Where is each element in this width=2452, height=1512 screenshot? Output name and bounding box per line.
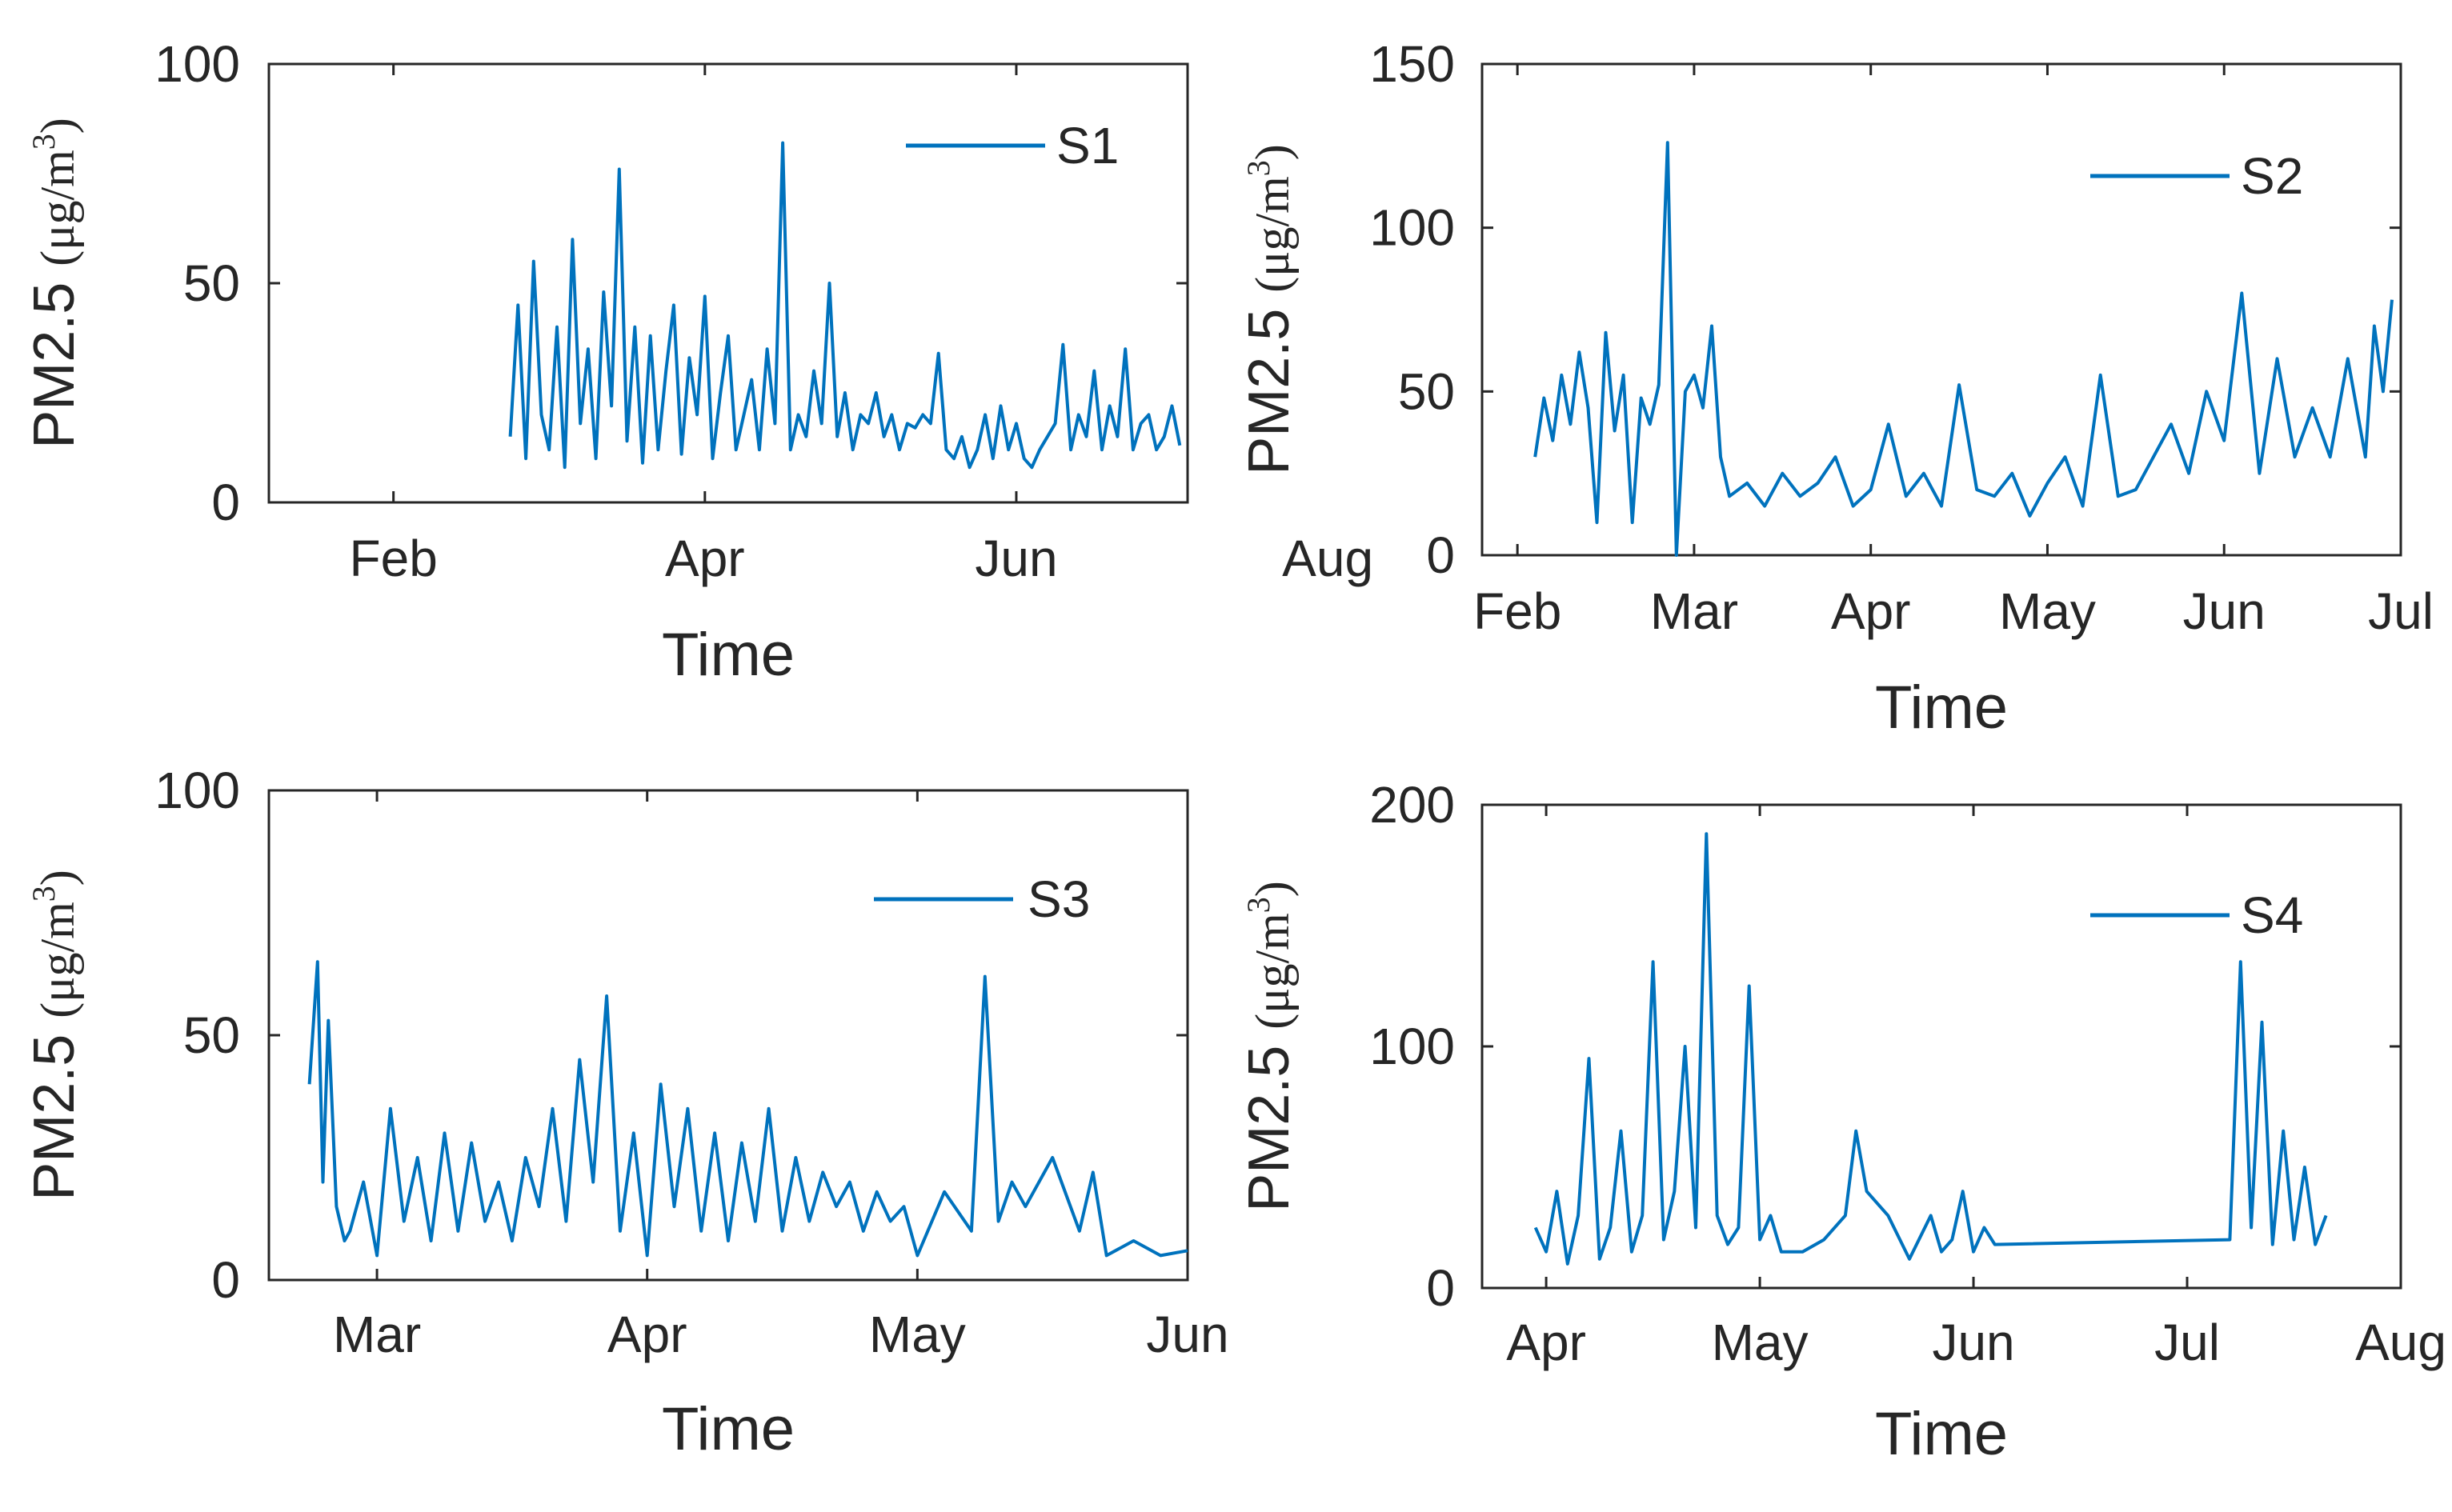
y-axis-label-unit: (μg/m — [1246, 176, 1299, 293]
x-tick-label: Feb — [1473, 582, 1561, 640]
y-tick-label: 0 — [1426, 1259, 1455, 1317]
y-tick-label: 100 — [1369, 1018, 1455, 1075]
y-axis-label-unit-sup: 3 — [26, 886, 62, 902]
series-line-s3 — [307, 960, 1188, 1258]
series-line-s4 — [1533, 832, 2328, 1266]
chart-panel-top-right: 0 50 100 150 Feb Mar Apr May Jun Jul Time PM2.5 (μg… — [1237, 35, 2434, 742]
y-tick-label: 50 — [1398, 362, 1455, 420]
y-axis-label-unit-close: ) — [31, 118, 84, 134]
y-axis-label-quantity: PM2.5 — [1237, 1030, 1301, 1212]
y-axis-label-unit-close: ) — [1246, 144, 1299, 160]
legend-label: S1 — [1056, 117, 1119, 174]
y-tick-label: 200 — [1369, 776, 1455, 834]
y-tick-label: 0 — [211, 1251, 240, 1309]
legend-label: S4 — [2241, 886, 2303, 944]
y-axis-label-unit-sup: 3 — [26, 134, 62, 150]
y-tick-label: 0 — [211, 474, 240, 531]
x-axis-label: Time — [662, 1395, 795, 1463]
legend-label: S3 — [1028, 870, 1090, 928]
y-tick-label: 50 — [183, 1006, 240, 1064]
y-axis-label: PM2.5 (μg/m3) — [1237, 881, 1301, 1212]
x-tick-label: Feb — [350, 530, 438, 587]
y-axis-label-unit-sup: 3 — [1240, 160, 1276, 176]
x-tick-label: Aug — [1282, 530, 1373, 587]
y-tick-label: 0 — [1426, 526, 1455, 584]
y-tick-label: 150 — [1369, 35, 1455, 93]
x-tick-label: Apr — [665, 530, 745, 587]
x-tick-label: Jun — [1932, 1314, 2014, 1371]
plot-area-frame — [1480, 62, 2402, 557]
series-line-s2 — [1533, 141, 2394, 557]
y-axis-label-quantity: PM2.5 — [22, 1018, 86, 1201]
x-tick-label: Jun — [975, 530, 1057, 587]
y-axis-label: PM2.5 (μg/m3) — [22, 118, 86, 449]
x-tick-label: Jul — [2368, 582, 2434, 640]
x-tick-label: Apr — [1506, 1314, 1586, 1371]
y-axis-label: PM2.5 (μg/m3) — [22, 870, 86, 1201]
x-tick-label: Apr — [1831, 582, 1911, 640]
x-tick-label: Mar — [333, 1306, 421, 1363]
chart-panel-bottom-right: 0 100 200 Apr May Jun Jul Aug Time PM2.5 (μg/m3) S… — [1237, 776, 2446, 1468]
x-tick-label: May — [869, 1306, 966, 1363]
x-axis-label: Time — [1875, 674, 2008, 742]
y-axis-label-unit-sup: 3 — [1240, 897, 1276, 913]
y-axis-label-unit: (μg/m — [31, 902, 84, 1018]
x-tick-label: Jul — [2154, 1314, 2220, 1371]
legend-label: S2 — [2241, 147, 2303, 205]
x-axis-label: Time — [1875, 1400, 2008, 1468]
y-axis-label-quantity: PM2.5 — [1237, 293, 1301, 475]
x-tick-label: Jun — [2183, 582, 2266, 640]
y-axis-label-quantity: PM2.5 — [22, 266, 86, 449]
y-axis-label-unit-close: ) — [1246, 881, 1299, 897]
y-tick-label: 100 — [154, 35, 240, 93]
y-axis-label-unit: (μg/m — [1246, 913, 1299, 1030]
y-axis-label: PM2.5 (μg/m3) — [1237, 144, 1301, 475]
y-tick-label: 100 — [1369, 199, 1455, 257]
chart-panel-bottom-left: 0 50 100 Mar Apr May Jun Time PM2.5 (μg/m3) S3 — [22, 762, 1229, 1463]
plot-area-frame — [267, 62, 1189, 504]
series-line-s1 — [508, 141, 1182, 470]
x-tick-label: May — [1712, 1314, 1809, 1371]
x-tick-label: Mar — [1650, 582, 1738, 640]
x-tick-label: Apr — [607, 1306, 687, 1363]
y-tick-label: 100 — [154, 762, 240, 819]
x-tick-label: May — [1999, 582, 2096, 640]
y-axis-label-unit-close: ) — [31, 870, 84, 886]
x-tick-label: Jun — [1146, 1306, 1228, 1363]
y-tick-label: 50 — [183, 254, 240, 312]
y-axis-label-unit: (μg/m — [31, 150, 84, 266]
x-axis-label: Time — [662, 621, 795, 689]
x-tick-label: Aug — [2355, 1314, 2446, 1371]
